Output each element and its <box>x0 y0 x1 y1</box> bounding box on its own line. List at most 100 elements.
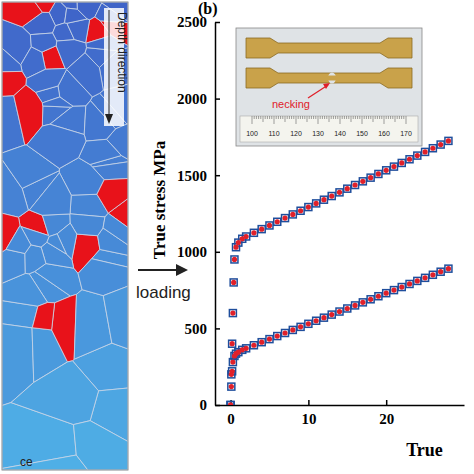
data-point <box>429 145 436 152</box>
ruler-tick <box>307 116 308 122</box>
ruler-tick <box>260 116 261 119</box>
data-point <box>445 265 452 272</box>
data-point <box>250 229 257 236</box>
data-point <box>375 170 382 177</box>
ruler-tick <box>359 116 360 119</box>
grain <box>65 8 88 23</box>
grain <box>26 68 67 92</box>
data-point <box>345 306 350 311</box>
data-point <box>297 207 304 214</box>
data-point <box>321 315 326 320</box>
ruler-tick <box>384 116 385 124</box>
data-point <box>430 146 435 151</box>
data-point <box>359 178 366 185</box>
y-tick: 2000 <box>177 91 220 107</box>
data-point <box>233 245 238 250</box>
data-point <box>344 305 351 312</box>
y-tick-label: 1500 <box>177 168 207 184</box>
data-point <box>230 369 235 374</box>
ruler-tick <box>329 116 330 122</box>
ruler-tick <box>309 116 310 119</box>
data-point <box>376 171 381 176</box>
ruler-tick <box>362 116 363 124</box>
loading-arrow-head <box>176 264 188 276</box>
ruler-tick <box>296 116 297 124</box>
data-point <box>437 268 444 275</box>
ruler-tick <box>326 116 327 119</box>
ruler-tick <box>373 116 374 122</box>
ruler-tick <box>315 116 316 119</box>
depth-label: Depth direction <box>115 12 129 93</box>
data-point <box>232 257 237 262</box>
data-point <box>407 157 412 162</box>
data-point <box>384 168 389 173</box>
ruler-tick <box>282 116 283 119</box>
loading-arrow <box>138 269 178 271</box>
data-point <box>289 211 296 218</box>
data-point <box>231 256 238 263</box>
grain <box>97 179 128 214</box>
data-point <box>384 291 389 296</box>
ruler-label: 170 <box>400 130 412 137</box>
ruler-tick <box>333 116 334 119</box>
ruler-tick <box>357 116 358 119</box>
ruler-tick <box>320 116 321 119</box>
data-point <box>415 153 420 158</box>
data-point <box>345 186 350 191</box>
ruler-tick <box>355 116 356 119</box>
ruler-tick <box>318 116 319 124</box>
grain <box>27 124 86 168</box>
data-point <box>328 311 335 318</box>
data-point <box>230 360 235 365</box>
figure: Depth directionceloading0500100015002000… <box>0 0 474 474</box>
data-point <box>368 297 373 302</box>
data-point <box>266 222 273 229</box>
data-point <box>228 402 233 405</box>
ruler-label: 100 <box>246 130 258 137</box>
ruler-tick <box>370 116 371 119</box>
ruler-tick <box>348 116 349 119</box>
ruler-tick <box>379 116 380 119</box>
data-point <box>422 149 427 154</box>
grain <box>103 286 128 349</box>
data-point <box>251 343 256 348</box>
data-point <box>360 179 365 184</box>
ruler-tick <box>258 116 259 119</box>
y-tick-mark <box>215 252 220 254</box>
data-point <box>259 340 264 345</box>
data-point <box>258 226 265 233</box>
data-point <box>437 141 444 148</box>
data-point <box>306 321 311 326</box>
ruler-tick <box>302 116 303 119</box>
ruler-tick <box>287 116 288 119</box>
ruler-tick <box>322 116 323 119</box>
data-point <box>329 193 334 198</box>
data-point <box>407 281 412 286</box>
data-point <box>383 167 390 174</box>
ruler-tick <box>285 116 286 122</box>
y-axis-line <box>215 23 217 406</box>
neck-core <box>328 76 336 81</box>
ruler-tick <box>335 116 336 119</box>
ruler-tick <box>381 116 382 119</box>
ruler-tick <box>340 116 341 124</box>
data-point <box>414 152 421 159</box>
data-point <box>337 309 342 314</box>
ruler-label: 120 <box>290 130 302 137</box>
y-tick-label: 0 <box>200 397 208 413</box>
ruler-tick <box>278 116 279 119</box>
ruler-tick <box>388 116 389 119</box>
ruler-label: 140 <box>334 130 346 137</box>
data-point <box>298 208 303 213</box>
series <box>227 265 452 405</box>
ruler-tick <box>280 116 281 119</box>
data-point <box>438 142 443 147</box>
ruler-tick <box>386 116 387 119</box>
grain <box>2 2 42 27</box>
data-point <box>244 234 249 239</box>
data-point <box>231 280 236 285</box>
ruler-tick <box>337 116 338 119</box>
data-point <box>375 293 382 300</box>
data-point <box>352 302 359 309</box>
ruler-tick <box>353 116 354 119</box>
